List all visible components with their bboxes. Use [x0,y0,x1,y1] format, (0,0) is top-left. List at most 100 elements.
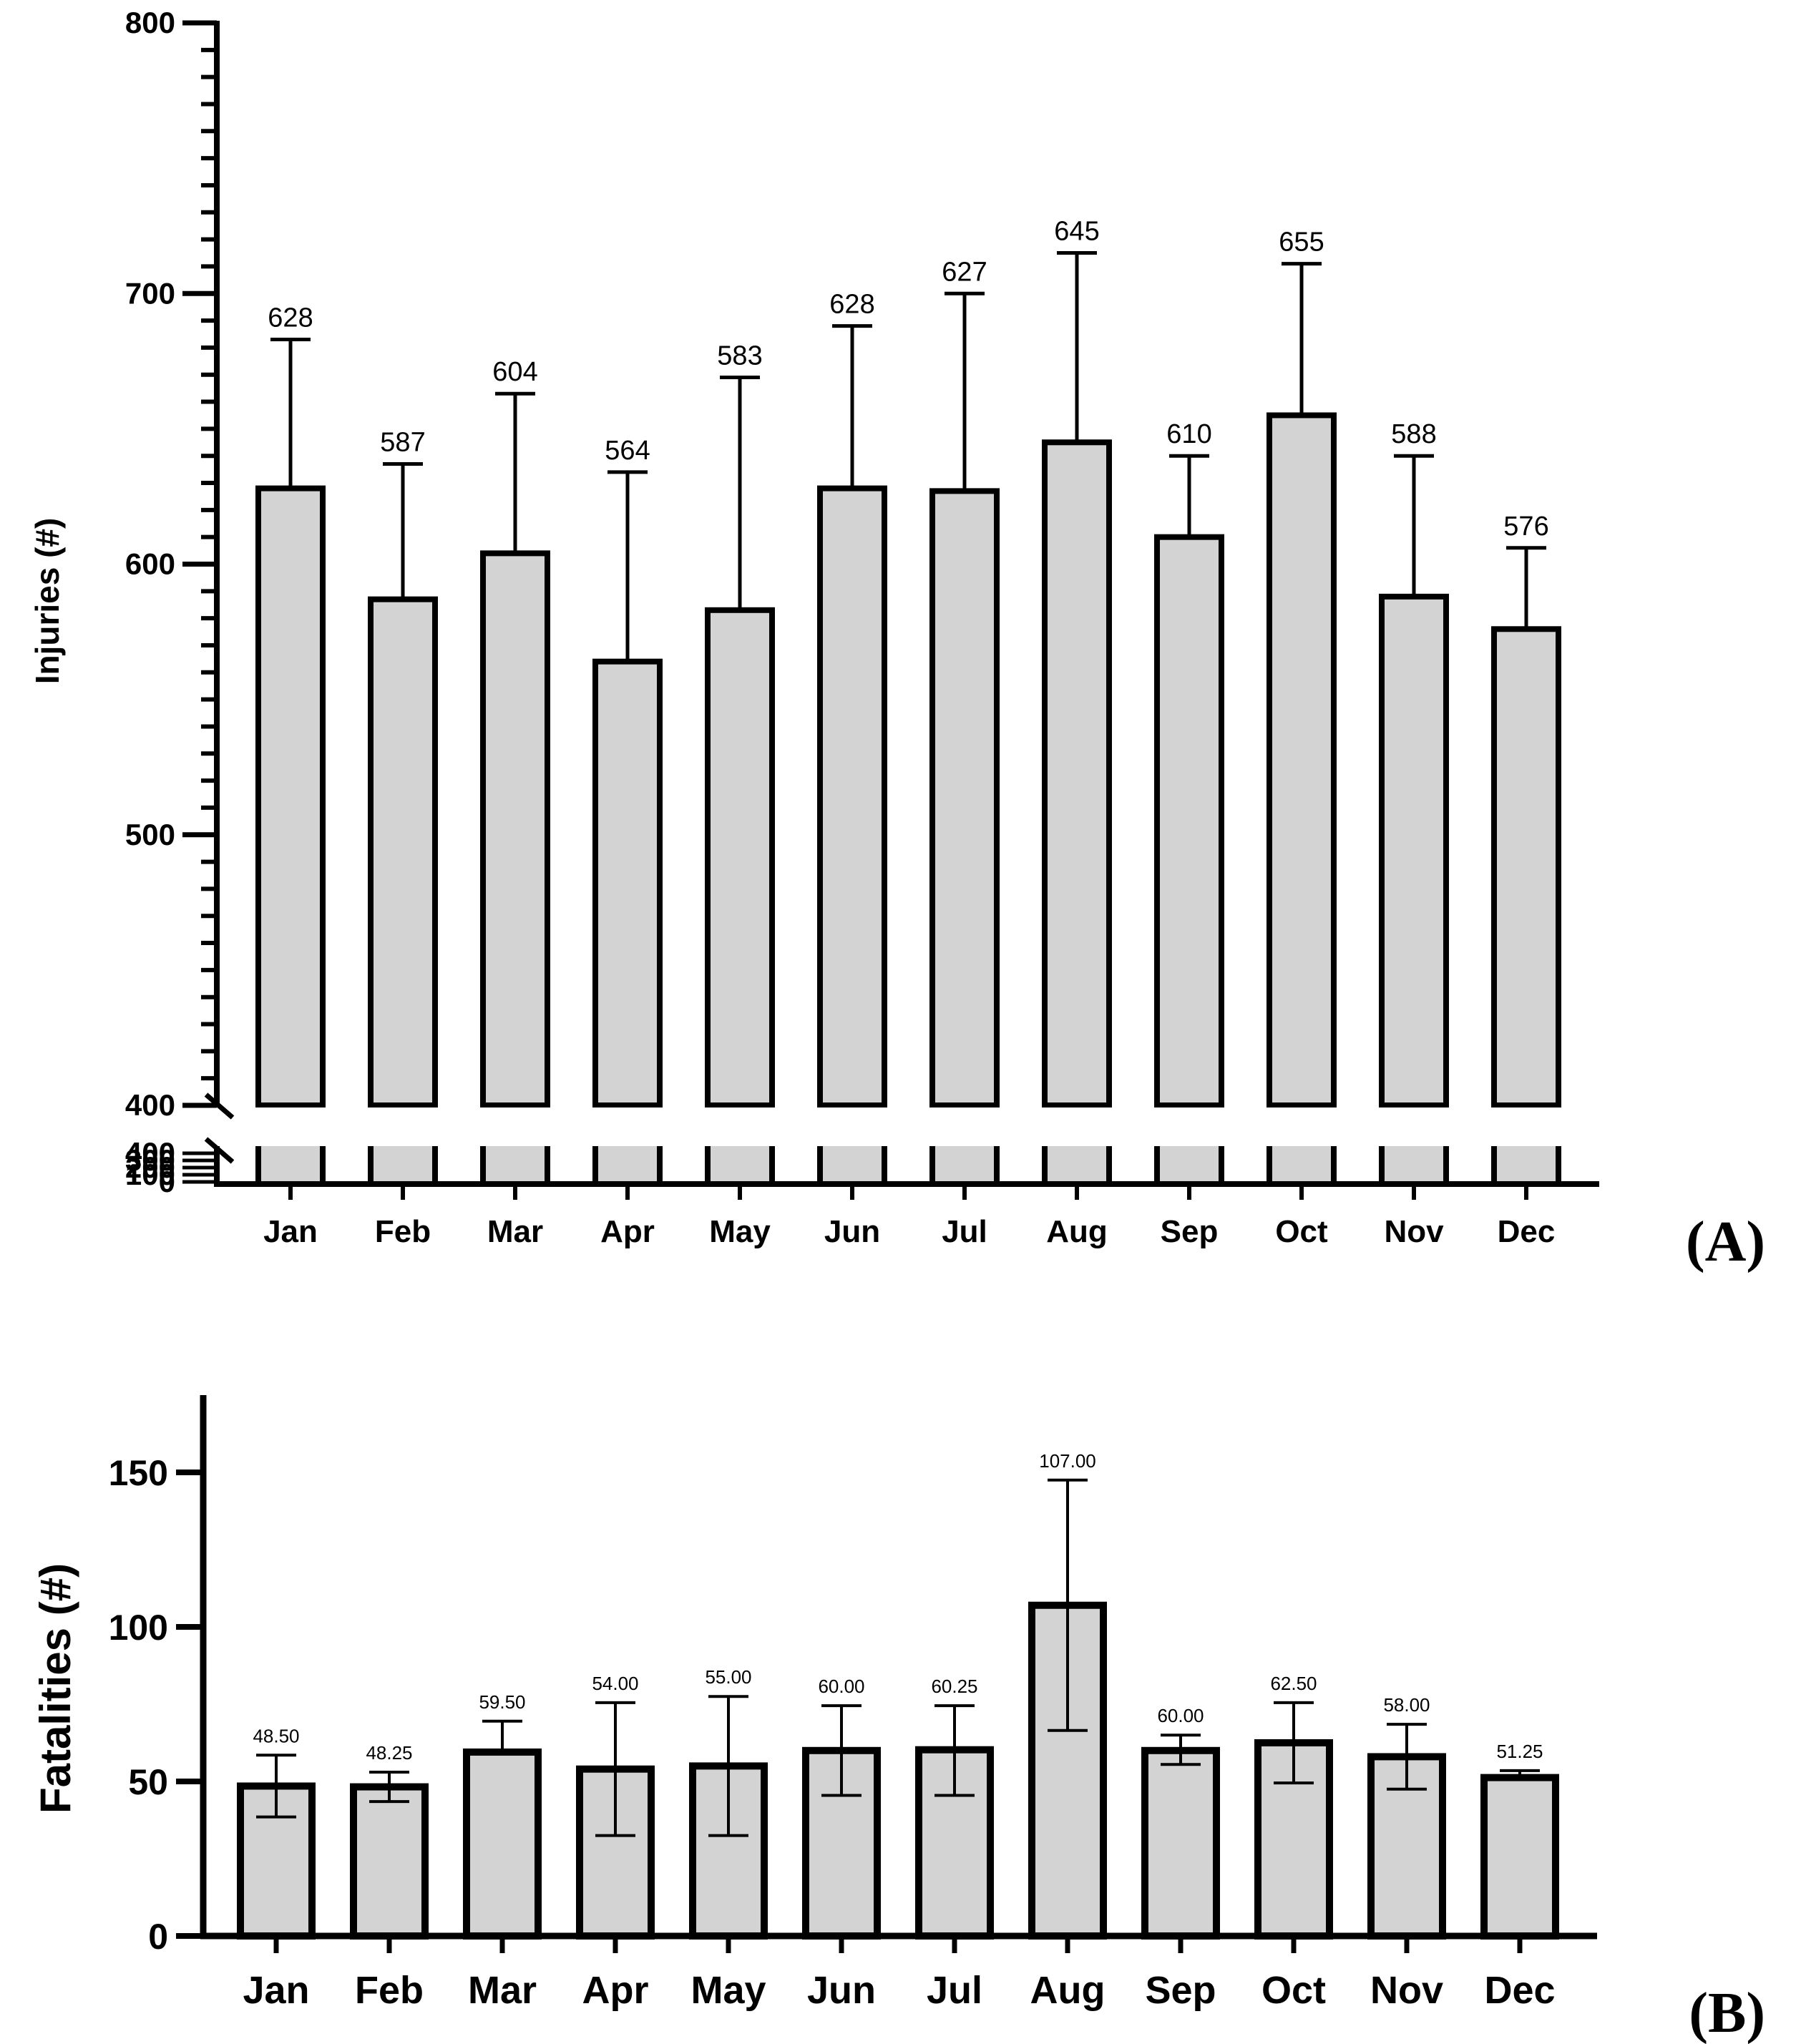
bar-a-oct [1267,412,1337,1108]
data-label-b: 48.50 [253,1725,299,1746]
bar-a-lower-fill [258,1146,323,1184]
data-label-a: 628 [268,303,313,333]
bar-a-lower-edge [1379,1146,1449,1184]
chart-panel-b: 48.50 48.25 59.50 54.00 55.00 60.00 60.25 107.0… [31,1395,1765,2044]
bar-a-lower-edge [929,1146,1000,1184]
bar-a-lower-fill [1269,1146,1334,1184]
data-label-b: 60.00 [1157,1705,1204,1726]
bar-a-lower-fill [1157,1146,1221,1184]
bar-a-sep [1154,534,1224,1108]
bar-b-mar [463,1748,542,1940]
bar-a-lower-fill [932,1146,997,1184]
bar-a-lower-edge [1491,1146,1561,1184]
x-tick-label-b: May [690,1969,766,2012]
y-tick-label-a: 700 [125,276,175,310]
data-label-a: 587 [380,428,425,458]
data-label-a: 576 [1503,512,1548,542]
x-tick-label-a: Jan [263,1214,318,1249]
x-tick-label-a: Feb [375,1214,431,1249]
y-tick-label-b: 0 [148,1917,168,1957]
bar-a-apr [592,658,663,1108]
x-tick-label-b: Mar [468,1969,537,2012]
bar-a-feb [368,596,438,1108]
y-tick-label-a: 400 [125,1088,175,1122]
bar-a-lower-edge [705,1146,775,1184]
data-label-a: 610 [1166,419,1211,449]
bar-a-lower-fill [371,1146,435,1184]
data-label-a: 655 [1279,228,1324,258]
bar-a-lower-edge [480,1146,550,1184]
x-tick-label-b: Apr [582,1969,649,2012]
bar-a-lower-edge [817,1146,887,1184]
panel-label-b: (B) [1689,1982,1765,2044]
bar-a-dec [1491,626,1561,1108]
data-label-b: 55.00 [705,1666,751,1688]
x-tick-label-a: Aug [1046,1214,1108,1249]
x-tick-label-a: Dec [1498,1214,1556,1249]
data-label-b: 60.25 [931,1676,977,1697]
bar-a-may [705,607,775,1108]
x-tick-label-a: Mar [487,1214,543,1249]
data-label-a: 604 [492,357,537,387]
x-tick-label-a: Apr [600,1214,655,1249]
data-label-b: 48.25 [366,1742,412,1764]
y-tick-label-b: 100 [109,1608,168,1648]
data-label-a: 645 [1054,217,1099,247]
axes-a: Jan Feb Mar Apr May Jun Jul Aug Sep Oct Nov Dec 400 5… [125,6,1599,1249]
panel-label-a: (A) [1686,1211,1765,1273]
bar-a-jan [255,485,326,1108]
x-tick-label-b: Oct [1261,1969,1326,2012]
bar-a-aug [1042,439,1112,1108]
bar-a-jul [929,488,1000,1108]
y-axis-label-a: Injuries (#) [29,518,66,685]
y-tick-label-a-lower: 400 [125,1136,175,1170]
y-axis-label-b: Fatalities (#) [31,1563,79,1814]
x-tick-label-b: Sep [1145,1969,1216,2012]
x-tick-label-b: Nov [1370,1969,1443,2012]
bar-b-dec [1480,1774,1559,1940]
bar-a-lower-fill [1045,1146,1109,1184]
x-tick-label-a: Nov [1384,1214,1444,1249]
data-label-b: 59.50 [479,1691,525,1713]
data-label-b: 60.00 [818,1676,864,1697]
data-label-b: 51.25 [1496,1741,1543,1762]
data-label-b: 107.00 [1039,1450,1096,1472]
bar-a-lower-fill [595,1146,660,1184]
x-tick-label-b: Jul [927,1969,982,2012]
axes-b: Jan Feb Mar Apr May Jun Jul Aug Sep Oct Nov Dec 0 50 1… [109,1395,1597,2012]
bar-a-lower-fill [1494,1146,1558,1184]
y-tick-label-a: 800 [125,6,175,39]
x-tick-label-b: Dec [1484,1969,1555,2012]
x-tick-label-a: Jul [942,1214,987,1249]
data-label-b: 62.50 [1270,1673,1317,1694]
data-label-a: 564 [605,436,650,466]
data-label-a: 628 [829,290,874,320]
y-tick-label-b: 50 [128,1762,168,1802]
axis-break-gap [229,1107,1588,1146]
x-tick-label-a: May [709,1214,771,1249]
y-tick-label-a-lower: 200 [125,1150,175,1184]
x-tick-label-b: Jan [243,1969,309,2012]
x-tick-label-b: Jun [807,1969,876,2012]
bar-a-lower-fill [1382,1146,1446,1184]
bar-a-lower-edge [368,1146,438,1184]
bar-b-sep [1141,1746,1220,1940]
y-tick-label-a: 600 [125,547,175,581]
bar-a-lower-edge [1042,1146,1112,1184]
bars-b: 48.50 48.25 59.50 54.00 55.00 60.00 60.25 107.0… [237,1450,1559,1940]
bar-a-lower-edge [1154,1146,1224,1184]
bar-a-lower-fill [483,1146,547,1184]
bars-a: 628 587 604 564 583 628 627 645 610 655 588 576 [255,217,1561,1184]
x-tick-label-a: Jun [824,1214,880,1249]
bar-a-lower-edge [255,1146,326,1184]
bar-a-lower-edge [592,1146,663,1184]
data-label-b: 54.00 [592,1673,638,1694]
x-tick-label-b: Feb [355,1969,424,2012]
bar-a-jun [817,485,887,1108]
y-tick-label-a-lower: 100 [125,1158,175,1191]
x-tick-label-a: Sep [1161,1214,1219,1249]
bar-b-feb [350,1783,429,1940]
bar-a-lower-fill [708,1146,772,1184]
data-label-a: 583 [717,341,762,371]
